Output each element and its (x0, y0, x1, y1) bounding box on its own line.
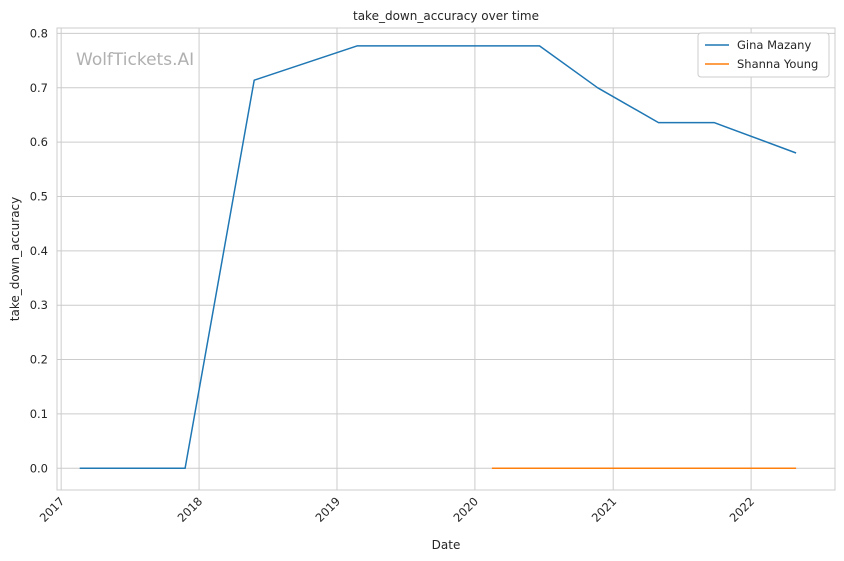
y-tick-label: 0.2 (30, 353, 48, 367)
series-line-gina-mazany (79, 45, 797, 470)
x-tick-labels: 2017 2018 2019 2020 2021 2022 (37, 494, 758, 525)
y-tick-label: 0.3 (30, 298, 48, 312)
chart-title: take_down_accuracy over time (353, 9, 539, 23)
legend-label-shanna-young: Shanna Young (737, 57, 818, 71)
y-tick-label: 0.5 (30, 189, 48, 203)
legend-box (697, 32, 830, 78)
y-tick-label: 0.0 (30, 461, 48, 475)
y-tick-label: 0.8 (30, 26, 48, 40)
y-tick-labels: 0.0 0.1 0.2 0.3 0.4 0.5 0.6 0.7 0.8 (30, 26, 48, 475)
plot-area (56, 27, 836, 491)
watermark-text: WolfTickets.AI (76, 50, 194, 70)
x-tick-label: 2022 (727, 494, 758, 525)
x-axis-label: Date (432, 538, 461, 552)
y-tick-label: 0.4 (30, 244, 48, 258)
x-tick-label: 2021 (589, 494, 620, 525)
x-tick-label: 2020 (450, 494, 481, 525)
y-tick-label: 0.7 (30, 81, 48, 95)
series-layer (79, 45, 797, 470)
x-tick-label: 2019 (313, 494, 344, 525)
y-tick-label: 0.1 (30, 407, 48, 421)
legend: Gina Mazany Shanna Young (697, 32, 830, 78)
y-tick-label: 0.6 (30, 135, 48, 149)
legend-label-gina-mazany: Gina Mazany (737, 38, 811, 52)
x-tick-label: 2018 (175, 494, 206, 525)
x-tick-label: 2017 (37, 494, 68, 525)
grid-lines (57, 28, 835, 490)
y-axis-label: take_down_accuracy (8, 197, 22, 321)
